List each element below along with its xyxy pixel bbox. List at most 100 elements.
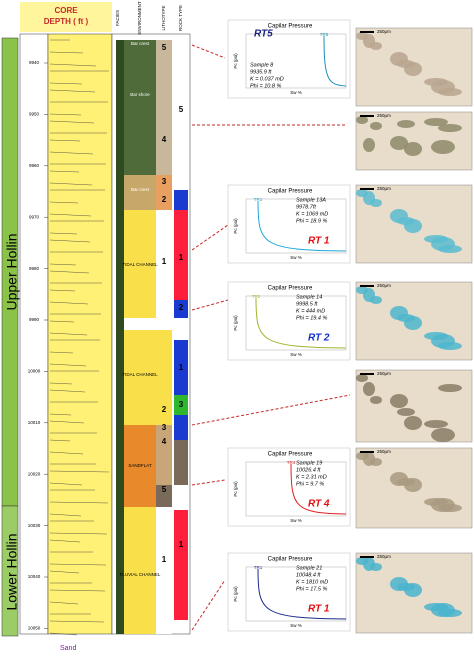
lithotype-label: 3 <box>162 177 167 186</box>
pore <box>370 458 382 466</box>
lithotype-label: 5 <box>162 43 167 52</box>
hatch <box>49 239 91 243</box>
panel-frame <box>227 19 351 99</box>
lithotype-label: 1 <box>162 257 167 266</box>
rock-block <box>174 190 188 210</box>
panel-frame <box>227 281 351 361</box>
legend-label: Sand <box>60 645 76 652</box>
scale-bar <box>360 556 374 558</box>
hatch <box>49 601 79 605</box>
sample-info: Sample 8 <box>250 62 274 68</box>
plot-area <box>245 33 347 89</box>
scale-label: 250μm <box>377 113 391 118</box>
panel-title: Capilar Pressure <box>268 189 313 195</box>
curve-tag: TR1 <box>254 197 263 202</box>
pore <box>370 296 382 304</box>
pore <box>370 199 382 207</box>
env-block <box>124 40 156 175</box>
litho-block <box>156 175 172 210</box>
scale-bar <box>360 188 374 190</box>
pore <box>404 142 422 156</box>
environment-label: Bar crest <box>131 41 150 46</box>
litho-block <box>156 40 172 175</box>
pore <box>438 342 462 350</box>
depth-label: 9970 <box>29 214 40 219</box>
hatch <box>49 539 81 543</box>
hatch <box>49 120 95 124</box>
environment-label: SANDFLAT <box>128 463 151 468</box>
curve-tag: TR1 <box>254 565 263 570</box>
pore <box>438 124 462 132</box>
pore <box>370 563 382 571</box>
environment-label: Bar crest <box>131 187 150 192</box>
sample-info: Phi = 9.7 % <box>296 481 324 487</box>
sample-info: K = 1069 mD <box>296 211 328 217</box>
hatch <box>49 320 75 323</box>
rock-block <box>174 415 188 440</box>
env-block <box>124 425 156 507</box>
rock-type: RT5 <box>254 29 273 40</box>
scale-label: 250μm <box>377 371 391 376</box>
depth-label: 10030 <box>28 523 41 528</box>
hatch <box>49 620 105 623</box>
x-axis-label: Sw % <box>290 255 302 260</box>
hatch <box>49 213 92 217</box>
depth-header: CORE <box>54 6 78 15</box>
plot-area <box>245 295 347 351</box>
x-axis-label: Sw % <box>290 352 302 357</box>
rock-type: RT 1 <box>308 236 330 247</box>
rock-type: RT 1 <box>308 604 330 615</box>
lithotype-label: 2 <box>162 405 167 414</box>
lithology-column <box>47 33 113 635</box>
rock-block <box>174 210 188 300</box>
lithotype-label: 1 <box>162 555 167 564</box>
lithotype-label: 5 <box>162 485 167 494</box>
hatch <box>49 501 109 504</box>
facies-column <box>116 40 124 634</box>
pore <box>404 316 422 330</box>
hatch <box>49 89 96 93</box>
pore <box>404 416 422 430</box>
depth-label: 10010 <box>28 420 41 425</box>
scale-label: 250μm <box>377 449 391 454</box>
lithotype-label: 2 <box>162 195 167 204</box>
hatch <box>49 301 89 305</box>
thin-section-photo <box>355 369 473 443</box>
panel-frame <box>227 184 351 264</box>
depth-label: 9990 <box>29 317 40 322</box>
pore <box>356 116 368 124</box>
sample-info: Sample 14 <box>296 294 322 300</box>
hatch <box>49 513 82 517</box>
x-axis-label: Sw % <box>290 90 302 95</box>
plot-area <box>245 198 347 254</box>
pore <box>370 42 382 50</box>
hatch <box>49 289 76 292</box>
environment-label: TIDAL CHANNEL <box>122 372 158 377</box>
hatch <box>49 113 82 116</box>
scale-label: 250μm <box>377 283 391 288</box>
pore <box>404 478 422 492</box>
hatch <box>49 382 73 385</box>
rocktype-label: 2 <box>179 303 184 312</box>
hatch <box>49 232 78 235</box>
y-axis-label: Pc (psi) <box>233 218 238 234</box>
depth-header-bg <box>20 2 112 32</box>
pore <box>424 420 448 428</box>
scale-label: 250μm <box>377 554 391 559</box>
env-block <box>124 210 156 318</box>
link-arrows <box>191 44 351 631</box>
hatch <box>49 632 78 636</box>
hatch <box>49 470 110 473</box>
hatch <box>49 439 71 442</box>
pore <box>404 62 422 76</box>
scale-label: 250μm <box>377 29 391 34</box>
pore <box>397 120 415 128</box>
pc-curve <box>323 35 347 87</box>
y-axis-label: Pc (psi) <box>233 53 238 69</box>
panel-title: Capilar Pressure <box>268 286 313 292</box>
hatch <box>49 139 81 142</box>
rocktype-label: 1 <box>179 540 184 549</box>
environment-label: Bar shore <box>130 92 150 97</box>
scale-label: 250μm <box>377 186 391 191</box>
hatch <box>49 563 107 566</box>
